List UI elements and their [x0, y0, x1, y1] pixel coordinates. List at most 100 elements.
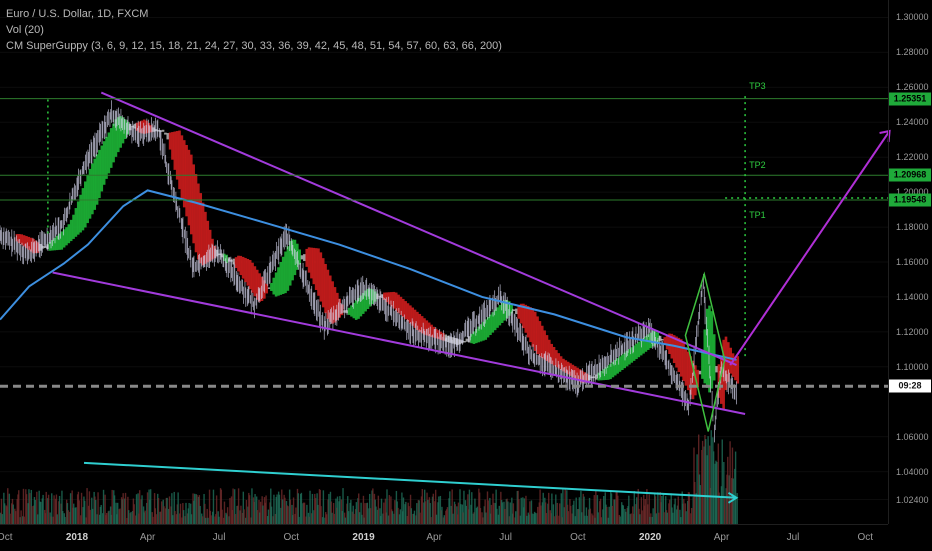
price-axis[interactable] [888, 0, 932, 524]
volume-bar [261, 496, 263, 524]
volume-bar [734, 451, 737, 524]
volume-bar [250, 517, 252, 524]
volume-bar [144, 510, 146, 524]
volume-bar [193, 493, 196, 524]
volume-bar [467, 494, 469, 524]
volume-bar [377, 495, 380, 524]
volume-bar [3, 503, 6, 524]
volume-bar [132, 498, 135, 524]
volume-bar [555, 515, 558, 524]
guppy-band [277, 267, 280, 296]
volume-bar [707, 436, 709, 524]
volume-bar [40, 502, 42, 524]
volume-bar [571, 513, 573, 524]
x-tick-label: Oct [283, 532, 300, 543]
volume-bar [441, 506, 443, 524]
volume-bar [514, 517, 516, 524]
volume-bar [732, 478, 734, 524]
volume-bar [17, 494, 19, 524]
volume-bar [416, 503, 418, 524]
volume-bar [588, 509, 590, 524]
guppy-band [613, 359, 617, 376]
volume-bar [129, 513, 131, 524]
chart-legend: Euro / U.S. Dollar, 1D, FXCM Vol (20) CM… [6, 6, 502, 54]
volume-bar [155, 514, 157, 524]
guppy-band [303, 254, 306, 262]
volume-bar [335, 498, 337, 524]
guppy-band [171, 132, 174, 160]
volume-bar [95, 500, 97, 524]
volume-bar [663, 512, 665, 524]
guppy-band [79, 194, 82, 233]
volume-bar [525, 495, 527, 524]
guppy-band [569, 363, 572, 376]
volume-bar [109, 506, 112, 524]
volume-bar [336, 496, 339, 524]
volume-bar [163, 506, 165, 524]
volume-bar [474, 498, 476, 524]
volume-bar [292, 515, 294, 524]
guppy-band [486, 316, 490, 338]
volume-bar [32, 505, 35, 524]
volume-bar [421, 489, 424, 524]
volume-bar [146, 502, 148, 524]
volume-bar [91, 508, 94, 524]
volume-bar [683, 498, 685, 524]
volume-bar [542, 492, 544, 524]
volume-bar [43, 509, 46, 524]
guppy-band [331, 281, 334, 324]
guppy-band [119, 116, 122, 148]
volume-bar [54, 498, 57, 524]
volume-bar [544, 502, 547, 524]
volume-bar [320, 506, 322, 524]
volume-bar [676, 505, 679, 524]
volume-bar [270, 488, 272, 524]
volume-bar [373, 493, 376, 524]
volume-bar [160, 501, 163, 524]
time-axis[interactable] [0, 524, 888, 551]
volume-bar [431, 496, 434, 524]
x-tick-label: Oct [857, 532, 873, 543]
volume-bar [201, 516, 204, 524]
volume-bar [47, 498, 49, 524]
volume-bar [478, 488, 480, 524]
volume-bar [88, 491, 91, 524]
volume-bar [296, 488, 299, 524]
x-tick-label: Jul [212, 532, 226, 543]
volume-bar [401, 492, 403, 524]
guppy-band [470, 333, 473, 344]
volume-bar [605, 504, 607, 524]
volume-bar [321, 517, 324, 524]
volume-bar [232, 488, 234, 524]
volume-bar [395, 490, 398, 524]
volume-bar [303, 502, 305, 524]
volume-bar [210, 515, 212, 524]
volume-bar [305, 516, 307, 524]
volume-bar [181, 517, 183, 524]
volume-bar [278, 494, 281, 524]
trend-drawings [0, 91, 891, 504]
x-tick-label: 2020 [638, 532, 662, 543]
guppy-band [599, 370, 603, 381]
guppy-band [383, 292, 386, 301]
volume-bar [276, 494, 278, 524]
volume-bar [241, 512, 244, 524]
volume-bar [52, 516, 55, 524]
volume-bar [522, 497, 524, 524]
volume-bar [196, 494, 198, 524]
volume-bar [687, 500, 689, 524]
volume-bar [351, 511, 354, 524]
volume-bar [353, 513, 355, 524]
volume-bar [220, 489, 223, 524]
guppy-band [336, 292, 339, 321]
guppy-band [86, 174, 89, 224]
volume-bar [331, 512, 333, 524]
volume-bar [706, 455, 709, 524]
guppy-band [430, 324, 433, 337]
volume-bar [248, 495, 251, 524]
guppy-band [192, 164, 195, 244]
volume-bar [45, 491, 47, 524]
volume-bar [340, 499, 343, 524]
volume-bar [379, 508, 381, 524]
